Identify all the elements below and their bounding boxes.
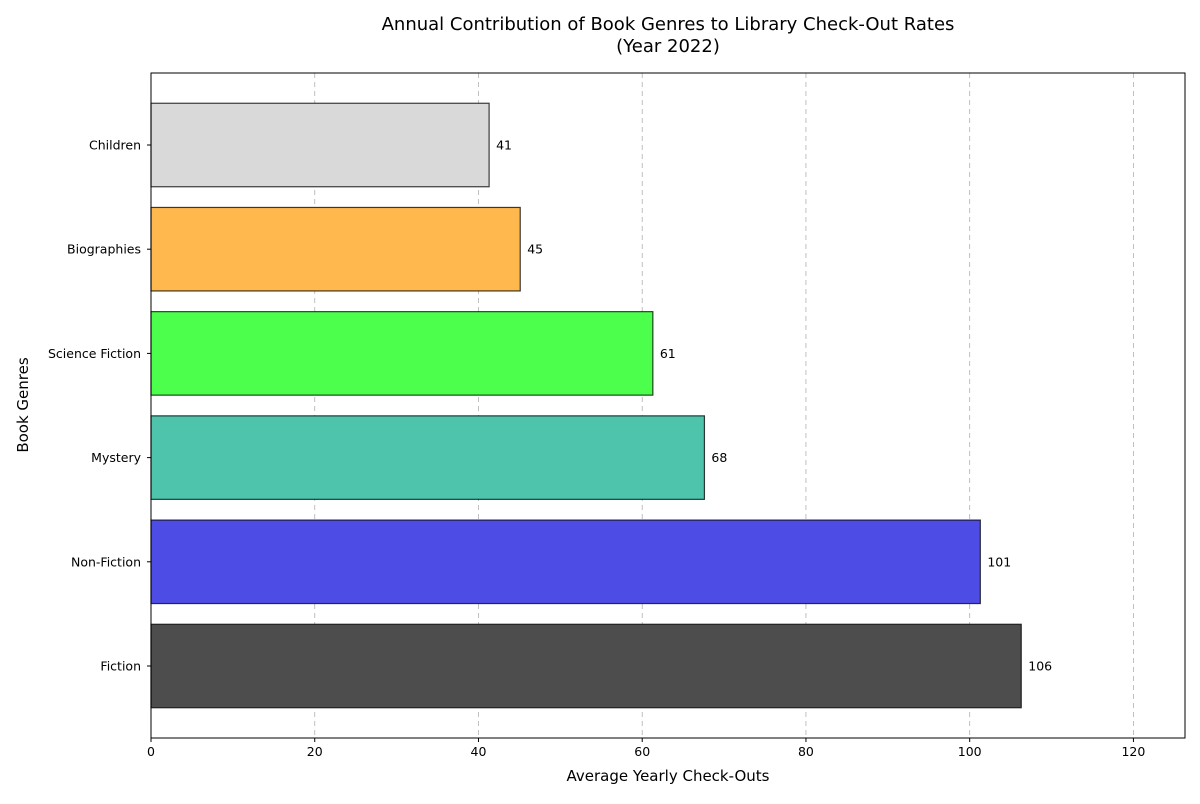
chart-subtitle: (Year 2022) (616, 36, 720, 57)
x-tick-label-0: 0 (147, 744, 155, 759)
chart-title: Annual Contribution of Book Genres to Li… (382, 14, 955, 35)
y-axis-label: Book Genres (14, 357, 32, 453)
x-tick-label-40: 40 (471, 744, 487, 759)
label-layer: 106 101 68 61 45 41 (496, 138, 1052, 674)
data-label-non-fiction: 101 (987, 554, 1011, 569)
x-tick-label-60: 60 (634, 744, 650, 759)
bar-mystery (150, 415, 706, 500)
bar-non-fiction (150, 519, 981, 605)
bar-science-fiction (150, 311, 654, 396)
x-tick-label-120: 120 (1121, 744, 1145, 759)
x-tick-label-100: 100 (958, 744, 982, 759)
bar-children (150, 102, 490, 188)
data-label-science-fiction: 61 (660, 346, 676, 361)
data-label-fiction: 106 (1028, 659, 1052, 674)
data-label-mystery: 68 (711, 450, 727, 465)
data-label-children: 41 (496, 138, 512, 153)
y-tick-label-biographies: Biographies (67, 242, 141, 257)
bar-biographies (150, 206, 521, 292)
y-tick-label-fiction: Fiction (100, 659, 141, 674)
y-tick-label-science-fiction: Science Fiction (48, 346, 141, 361)
x-tick-label-20: 20 (307, 744, 323, 759)
bar-layer (150, 102, 1022, 709)
y-tick-label-non-fiction: Non-Fiction (71, 554, 141, 569)
plot-frame (150, 72, 1186, 739)
y-tick-label-mystery: Mystery (91, 450, 141, 465)
data-label-biographies: 45 (527, 242, 543, 257)
bar-fiction (150, 623, 1022, 709)
x-axis-label: Average Yearly Check-Outs (567, 767, 770, 785)
y-tick-label-children: Children (89, 138, 141, 153)
x-tick-label-80: 80 (798, 744, 814, 759)
axis-layer: Fiction Non-Fiction Mystery Science Fiction… (48, 72, 1186, 759)
